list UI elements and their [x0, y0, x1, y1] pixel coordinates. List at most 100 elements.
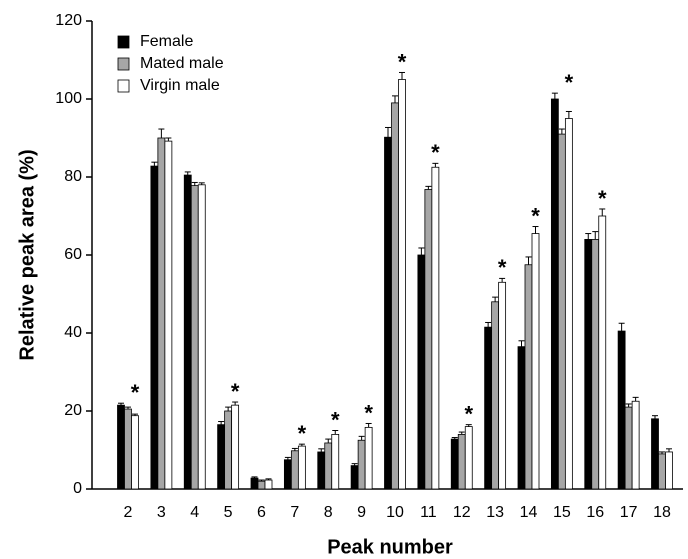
error-bar: [418, 247, 425, 255]
bar: [517, 346, 526, 490]
bar: [524, 264, 533, 490]
x-tick-label: 5: [224, 504, 233, 521]
bar: [257, 480, 266, 490]
significance-marker: *: [398, 49, 407, 74]
x-tick-label: 13: [486, 504, 504, 521]
bar: [250, 477, 259, 490]
error-bar: [499, 277, 506, 283]
error-bar: [198, 182, 205, 185]
error-bar: [365, 422, 372, 428]
x-tick-label: 12: [453, 504, 471, 521]
x-tick-label: 2: [124, 504, 133, 521]
error-bar: [225, 406, 232, 411]
error-bar: [165, 137, 172, 142]
bar: [283, 459, 292, 490]
bar: [417, 254, 426, 490]
bar: [531, 233, 540, 490]
error-bar: [191, 181, 198, 186]
error-bar: [425, 185, 432, 190]
bar: [117, 404, 125, 490]
significance-marker: *: [331, 407, 340, 432]
bar: [297, 445, 306, 490]
error-bar: [151, 161, 158, 167]
bar: [424, 189, 433, 490]
error-bar: [232, 401, 239, 406]
error-bar: [325, 438, 332, 443]
legend-swatch: [117, 57, 130, 71]
error-bar: [132, 413, 138, 416]
error-bar: [432, 162, 439, 168]
bar: [224, 410, 233, 490]
bar: [364, 426, 373, 490]
error-bar: [318, 448, 325, 452]
x-tick-label: 6: [257, 504, 266, 521]
error-bar: [458, 431, 465, 435]
bar: [665, 451, 673, 490]
bar: [450, 438, 459, 490]
legend-swatch: [117, 79, 130, 93]
error-bar: [218, 421, 225, 425]
bar: [391, 102, 399, 490]
significance-marker: *: [298, 421, 307, 446]
y-tick-label: 0: [73, 480, 82, 497]
error-bar: [652, 415, 658, 419]
bar: [631, 400, 640, 490]
significance-marker: *: [131, 380, 140, 405]
bar: [197, 184, 206, 490]
legend-label: Female: [140, 33, 193, 50]
error-bar: [465, 424, 472, 427]
error-bar: [399, 71, 405, 80]
error-bar: [251, 476, 258, 479]
error-bar: [666, 448, 672, 452]
error-bar: [618, 322, 625, 332]
bar: [290, 450, 299, 490]
x-tick-label: 11: [420, 504, 437, 521]
bar: [217, 424, 226, 490]
x-tick-label: 14: [520, 504, 538, 521]
x-axis-title: Peak number: [327, 536, 453, 558]
bar: [431, 166, 440, 490]
error-bar: [358, 435, 365, 441]
bar: [464, 426, 473, 490]
bar: [651, 418, 659, 490]
x-tick-label: 17: [620, 504, 638, 521]
error-bar: [518, 340, 525, 347]
x-tick-label: 7: [290, 504, 299, 521]
error-bar: [284, 456, 291, 460]
error-bar: [492, 296, 499, 302]
bar: [550, 98, 559, 490]
error-bar: [258, 479, 265, 482]
bar: [264, 479, 273, 490]
y-tick-label: 120: [55, 12, 82, 29]
error-bar: [592, 231, 599, 240]
bar: [564, 118, 573, 490]
bar: [491, 301, 500, 490]
legend-swatch: [117, 35, 130, 49]
significance-marker: *: [498, 255, 507, 280]
error-bar: [298, 443, 305, 447]
error-bar: [291, 447, 298, 451]
error-bar: [118, 402, 124, 406]
error-bar: [558, 128, 565, 135]
error-bar: [551, 92, 558, 99]
bar: [384, 136, 392, 490]
y-tick-label: 80: [64, 168, 82, 185]
bar: [350, 465, 359, 490]
x-tick-label: 18: [653, 504, 671, 521]
error-bar: [632, 396, 639, 402]
bar: [317, 451, 326, 490]
y-tick-label: 40: [64, 324, 82, 341]
y-tick-label: 20: [64, 402, 82, 419]
significance-marker: *: [565, 70, 574, 95]
error-bar: [532, 226, 539, 234]
significance-marker: *: [531, 203, 540, 228]
bar: [484, 326, 493, 490]
error-bar: [125, 406, 131, 410]
bar: [584, 238, 593, 490]
bar: [331, 433, 340, 490]
bar: [124, 408, 132, 490]
x-tick-label: 15: [553, 504, 571, 521]
bar: [498, 281, 507, 490]
error-bar: [585, 233, 592, 240]
